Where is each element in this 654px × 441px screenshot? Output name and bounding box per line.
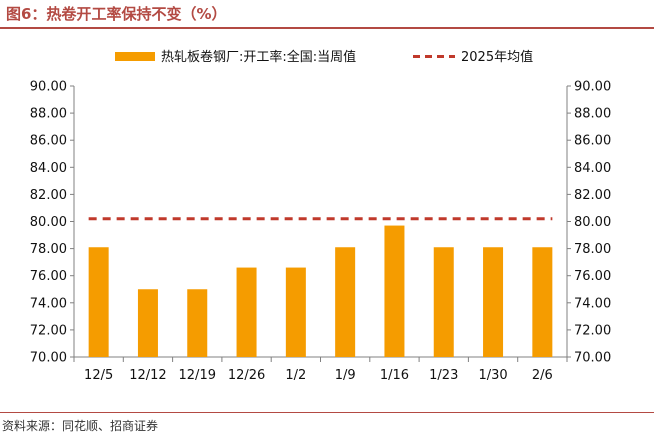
bar <box>236 267 257 357</box>
y-tick-label-right: 74.00 <box>574 296 611 311</box>
bar <box>433 247 454 357</box>
legend-swatch-bar <box>115 52 155 61</box>
y-tick-label-left: 78.00 <box>30 242 67 257</box>
y-tick-label-left: 72.00 <box>30 323 67 338</box>
bar <box>285 267 306 357</box>
x-tick-label: 12/26 <box>228 368 265 383</box>
y-tick-label-left: 82.00 <box>30 188 67 203</box>
y-tick-label-left: 70.00 <box>30 351 67 366</box>
bar <box>483 247 504 357</box>
bar <box>384 225 405 357</box>
bar <box>187 289 208 357</box>
x-tick-label: 2/6 <box>532 368 553 383</box>
y-tick-label-left: 84.00 <box>30 161 67 176</box>
legend: 热轧板卷钢厂:开工率:全国:当周值 2025年均值 <box>115 49 533 65</box>
x-tick-label: 1/9 <box>335 368 356 383</box>
y-tick-label-left: 80.00 <box>30 215 67 230</box>
x-tick-label: 1/2 <box>285 368 306 383</box>
footer-divider <box>0 412 654 413</box>
y-tick-label-right: 84.00 <box>574 161 611 176</box>
bar-chart: 热轧板卷钢厂:开工率:全国:当周值 2025年均值 70.00 72.00 74.0… <box>30 49 611 384</box>
x-tick-label: 1/30 <box>478 368 507 383</box>
axes: 70.00 72.00 74.00 76.00 78.00 80.00 82.00 84.00… <box>30 80 611 384</box>
y-tick-label-right: 82.00 <box>574 188 611 203</box>
x-tick-label: 12/19 <box>179 368 216 383</box>
y-tick-label-left: 74.00 <box>30 296 67 311</box>
x-tick-label: 1/16 <box>380 368 409 383</box>
y-tick-label-right: 90.00 <box>574 80 611 95</box>
legend-label-bar: 热轧板卷钢厂:开工率:全国:当周值 <box>161 49 356 65</box>
bars <box>88 225 553 357</box>
source-note: 资料来源：同花顺、招商证券 <box>2 419 159 433</box>
y-tick-label-left: 86.00 <box>30 134 67 149</box>
y-tick-label-right: 78.00 <box>574 242 611 257</box>
y-tick-label-left: 90.00 <box>30 80 67 95</box>
figure-title: 图6：热卷开工率保持不变（%） <box>6 5 227 23</box>
y-tick-label-right: 72.00 <box>574 323 611 338</box>
x-tick-label: 12/5 <box>84 368 113 383</box>
x-tick-label: 1/23 <box>429 368 458 383</box>
legend-label-avg: 2025年均值 <box>461 49 533 65</box>
x-tick-label: 12/12 <box>129 368 166 383</box>
bar <box>532 247 553 357</box>
bar <box>137 289 158 357</box>
y-tick-label-right: 76.00 <box>574 269 611 284</box>
y-tick-label-right: 86.00 <box>574 134 611 149</box>
y-tick-label-right: 70.00 <box>574 351 611 366</box>
y-tick-label-right: 80.00 <box>574 215 611 230</box>
y-tick-label-left: 76.00 <box>30 269 67 284</box>
bar <box>88 247 109 357</box>
y-tick-label-left: 88.00 <box>30 107 67 122</box>
bar <box>335 247 356 357</box>
title-divider <box>0 27 654 29</box>
y-tick-label-right: 88.00 <box>574 107 611 122</box>
